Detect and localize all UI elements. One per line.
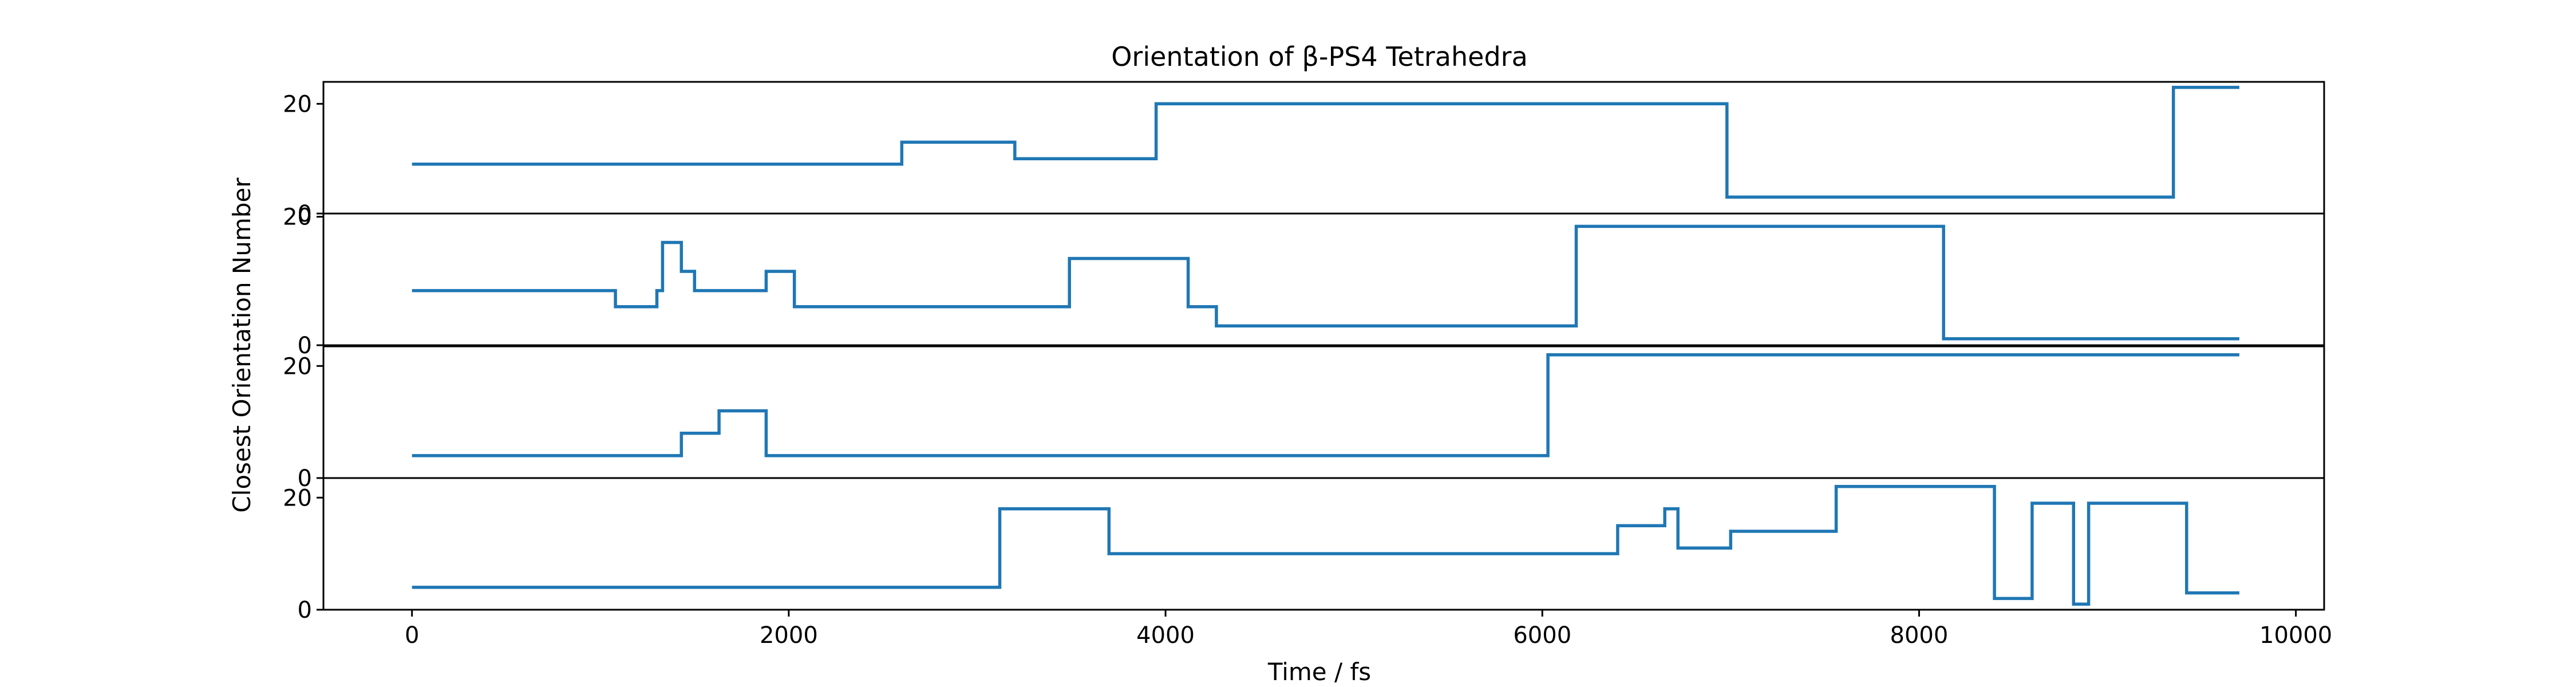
chart-title: Orientation of β-PS4 Tetrahedra bbox=[1111, 41, 1528, 72]
subplot-frame bbox=[322, 212, 2325, 346]
series-line bbox=[412, 353, 2239, 457]
series-line bbox=[412, 85, 2239, 199]
y-axis-label: Closest Orientation Number bbox=[228, 177, 256, 513]
subplot-frame bbox=[322, 477, 2325, 611]
x-axis-label: Time / fs bbox=[1267, 658, 1371, 686]
series-line bbox=[412, 484, 2239, 606]
x-tick-label: 0 bbox=[405, 622, 419, 649]
series-line bbox=[412, 224, 2239, 341]
x-tick-label: 8000 bbox=[1890, 622, 1949, 649]
x-tick-label: 6000 bbox=[1513, 622, 1571, 649]
x-tick-label: 10000 bbox=[2259, 622, 2332, 649]
subplot-frame bbox=[322, 345, 2325, 479]
y-tick-label: 0 bbox=[298, 333, 312, 359]
x-tick-label: 2000 bbox=[760, 622, 818, 649]
x-tick-label: 4000 bbox=[1136, 622, 1195, 649]
y-tick-label: 20 bbox=[283, 353, 312, 380]
y-tick-label: 0 bbox=[298, 597, 312, 623]
y-tick-label: 20 bbox=[283, 485, 312, 511]
y-tick-label: 20 bbox=[283, 204, 312, 231]
y-tick-label: 20 bbox=[283, 91, 312, 117]
y-tick-label: 0 bbox=[298, 201, 312, 227]
y-tick-label: 0 bbox=[298, 465, 312, 492]
subplot-frame bbox=[322, 81, 2325, 215]
